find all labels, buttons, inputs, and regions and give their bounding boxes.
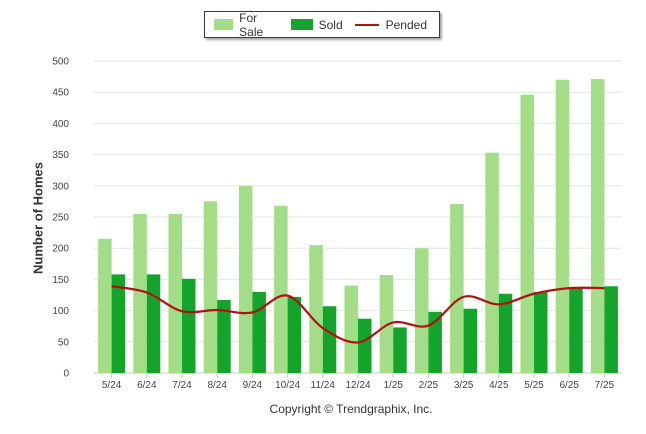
bar-for-sale	[168, 213, 182, 373]
legend-label-pended: Pended	[385, 17, 427, 32]
bar-sold	[111, 274, 126, 373]
y-tick-label: 100	[52, 306, 69, 317]
legend-item-for-sale[interactable]: For Sale	[214, 11, 279, 39]
legend-item-pended[interactable]: Pended	[354, 17, 427, 32]
y-tick-label: 0	[63, 369, 69, 380]
x-tick-label: 10/24	[275, 380, 300, 391]
bar-sold	[428, 311, 442, 373]
x-tick-label: 9/24	[243, 380, 263, 391]
bar-sold	[604, 286, 618, 373]
y-tick-label: 50	[58, 337, 70, 348]
x-tick-label: 7/25	[595, 380, 615, 391]
y-tick-label: 350	[52, 150, 69, 161]
x-tick-label: 12/24	[345, 380, 370, 391]
bar-sold	[322, 306, 337, 373]
x-tick-label: 1/25	[383, 380, 403, 391]
y-tick-label: 500	[52, 57, 69, 68]
legend-item-sold[interactable]: Sold	[290, 17, 343, 32]
x-tick-label: 3/25	[454, 380, 474, 391]
line-pended	[111, 285, 605, 344]
bar-sold	[287, 296, 302, 373]
x-tick-label: 5/25	[524, 380, 544, 391]
chart-legend: For Sale Sold Pended	[204, 11, 440, 39]
bar-sold	[393, 327, 407, 373]
legend-label-sold: Sold	[318, 17, 343, 32]
x-tick-label: 2/25	[419, 380, 439, 391]
bar-for-sale	[133, 213, 147, 373]
bar-sold	[182, 278, 196, 373]
bar-sold	[463, 308, 478, 373]
legend-swatch-for-sale	[214, 19, 234, 30]
legend-swatch-sold	[290, 19, 313, 30]
y-tick-label: 150	[52, 275, 69, 286]
bar-for-sale	[520, 94, 534, 374]
y-axis-title: Number of Homes	[30, 162, 46, 274]
bar-sold	[252, 291, 266, 373]
bar-sold	[498, 293, 513, 373]
y-tick-label: 450	[52, 88, 69, 99]
x-tick-label: 7/24	[172, 380, 192, 391]
legend-label-for-sale: For Sale	[239, 10, 264, 39]
bar-sold	[146, 274, 161, 373]
bar-for-sale	[238, 185, 253, 373]
x-tick-label: 8/24	[207, 380, 227, 391]
bar-sold	[569, 287, 583, 373]
bar-sold	[217, 299, 231, 373]
x-tick-label: 5/24	[102, 380, 122, 391]
bar-for-sale	[485, 152, 499, 373]
bar-sold	[358, 318, 372, 373]
bar-for-sale	[203, 201, 218, 373]
x-tick-label: 11/24	[311, 380, 336, 391]
bar-for-sale	[555, 79, 570, 373]
y-tick-label: 250	[52, 213, 69, 224]
bar-for-sale	[344, 285, 358, 373]
bar-for-sale	[590, 79, 605, 373]
bar-for-sale	[274, 205, 288, 373]
legend-line-pended	[354, 23, 379, 26]
copyright-footer: Copyright © Trendgraphix, Inc.	[269, 402, 433, 416]
bar-sold	[534, 291, 548, 373]
y-tick-label: 300	[52, 181, 69, 192]
x-tick-label: 4/25	[489, 380, 509, 391]
bar-for-sale	[98, 238, 112, 373]
x-tick-label: 6/24	[137, 380, 157, 391]
bar-for-sale	[450, 203, 464, 373]
x-tick-label: 6/25	[559, 380, 579, 391]
bar-for-sale	[379, 275, 394, 373]
bar-for-sale	[309, 245, 323, 373]
y-tick-label: 200	[52, 244, 69, 255]
bar-for-sale	[414, 248, 429, 373]
y-tick-label: 400	[52, 119, 69, 130]
